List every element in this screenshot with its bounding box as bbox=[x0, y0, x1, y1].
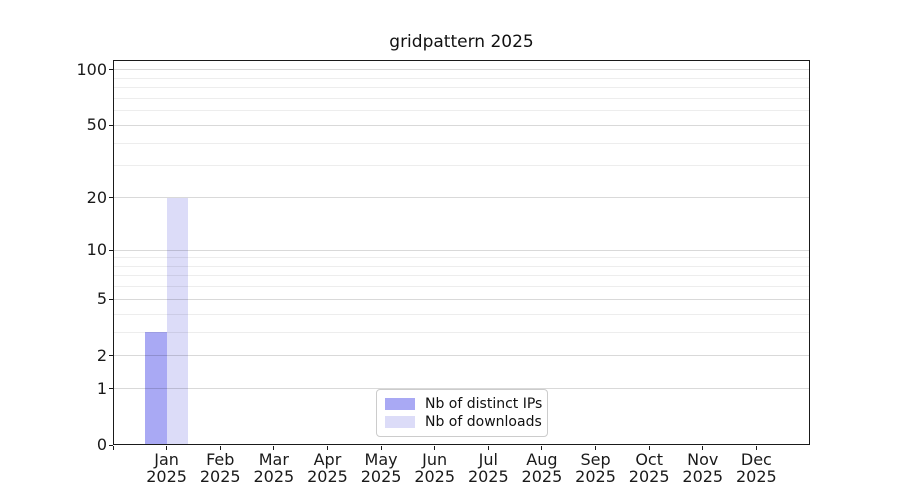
gridline-minor bbox=[113, 275, 810, 277]
y-tick-label: 20 bbox=[86, 187, 107, 207]
legend-entry-downloads: Nb of downloads bbox=[385, 414, 542, 430]
y-tick-mark bbox=[109, 355, 113, 357]
y-tick-label: 10 bbox=[86, 240, 107, 260]
x-tick-month: Dec bbox=[740, 450, 772, 469]
x-tick-mark bbox=[487, 446, 489, 450]
gridline-major bbox=[113, 197, 810, 198]
gridline-minor bbox=[113, 331, 810, 333]
x-tick-month: May bbox=[364, 450, 398, 469]
gridline-minor bbox=[113, 110, 810, 112]
plot-area-frame bbox=[113, 60, 810, 445]
x-tick-label: Mar 2025 bbox=[247, 451, 301, 485]
gridline-major bbox=[113, 355, 810, 357]
x-tick-label: Jun 2025 bbox=[408, 451, 462, 485]
y-tick-mark bbox=[109, 298, 113, 300]
gridline-minor bbox=[113, 77, 810, 79]
gridline-minor bbox=[113, 87, 810, 89]
x-tick-label: Dec 2025 bbox=[730, 451, 784, 485]
legend: Nb of distinct IPs Nb of downloads bbox=[376, 389, 548, 437]
legend-swatch-distinct-ips bbox=[385, 398, 415, 410]
x-tick-mark bbox=[434, 446, 436, 450]
x-tick-year: 2025 bbox=[628, 467, 670, 486]
x-tick-month: Jul bbox=[478, 450, 498, 469]
y-tick-mark bbox=[109, 249, 113, 251]
bar-nb-of-distinct-ips-jan bbox=[145, 332, 167, 445]
y-tick-mark bbox=[109, 124, 113, 126]
gridline-major bbox=[113, 69, 810, 71]
x-tick-label: Aug 2025 bbox=[515, 451, 569, 485]
x-tick-year: 2025 bbox=[414, 467, 456, 486]
y-tick-mark bbox=[109, 388, 113, 390]
x-tick-year: 2025 bbox=[682, 467, 724, 486]
x-tick-year: 2025 bbox=[521, 467, 563, 486]
x-tick-year: 2025 bbox=[575, 467, 616, 486]
x-tick-year: 2025 bbox=[307, 467, 348, 486]
y-tick-label: 5 bbox=[96, 289, 107, 309]
x-tick-label: Jul 2025 bbox=[462, 451, 516, 485]
x-tick-month: Aug bbox=[526, 450, 558, 469]
x-tick-year: 2025 bbox=[467, 467, 509, 486]
chart-title: gridpattern 2025 bbox=[389, 32, 534, 52]
x-tick-label: Oct 2025 bbox=[622, 451, 676, 485]
x-tick-month: Mar bbox=[258, 450, 289, 469]
x-tick-mark bbox=[595, 446, 597, 450]
x-tick-mark bbox=[380, 446, 382, 450]
gridline-minor bbox=[113, 265, 810, 267]
gridline-minor bbox=[113, 313, 810, 315]
x-tick-label: Apr 2025 bbox=[301, 451, 355, 485]
gridline-minor bbox=[113, 165, 810, 167]
x-tick-year: 2025 bbox=[360, 467, 402, 486]
x-tick-mark bbox=[273, 446, 275, 450]
x-tick-mark bbox=[541, 446, 543, 450]
x-tick-label: Feb 2025 bbox=[193, 451, 247, 485]
x-tick-month: Nov bbox=[687, 450, 719, 469]
y-tick-label: 2 bbox=[96, 345, 107, 365]
y-tick-mark bbox=[109, 69, 113, 71]
x-tick-mark bbox=[112, 446, 114, 450]
gridline-major bbox=[113, 298, 810, 300]
gridline-minor bbox=[113, 257, 810, 259]
x-tick-month: Feb bbox=[206, 450, 235, 469]
x-tick-mark bbox=[219, 446, 221, 450]
legend-label-distinct-ips: Nb of distinct IPs bbox=[425, 396, 543, 412]
y-tick-mark bbox=[109, 197, 113, 198]
y-tick-label: 100 bbox=[76, 59, 107, 79]
x-tick-month: Sep bbox=[580, 450, 611, 469]
x-tick-month: Jun bbox=[422, 450, 448, 469]
x-tick-label: Sep 2025 bbox=[569, 451, 623, 485]
gridline-major bbox=[113, 124, 810, 126]
x-tick-year: 2025 bbox=[253, 467, 295, 486]
gridline-minor bbox=[113, 286, 810, 288]
x-tick-mark bbox=[702, 446, 704, 450]
gridline-minor bbox=[113, 97, 810, 99]
y-tick-label: 50 bbox=[86, 115, 107, 135]
y-tick-label: 0 bbox=[96, 435, 107, 454]
x-tick-month: Apr bbox=[313, 450, 342, 469]
x-tick-label: Jan 2025 bbox=[140, 451, 194, 485]
bar-nb-of-downloads-jan bbox=[166, 197, 189, 445]
legend-entry-distinct-ips: Nb of distinct IPs bbox=[385, 396, 543, 412]
x-tick-label: Nov 2025 bbox=[676, 451, 730, 485]
legend-swatch-downloads bbox=[385, 416, 415, 428]
x-tick-label: May 2025 bbox=[354, 451, 408, 485]
gridline-major bbox=[113, 249, 810, 251]
x-tick-month: Jan bbox=[154, 450, 179, 469]
y-tick-label: 1 bbox=[96, 378, 107, 398]
x-tick-mark bbox=[755, 446, 757, 450]
gridline-minor bbox=[113, 142, 810, 144]
x-tick-year: 2025 bbox=[199, 467, 241, 486]
x-tick-month: Oct bbox=[635, 450, 663, 469]
x-tick-mark bbox=[326, 446, 328, 450]
x-tick-mark bbox=[648, 446, 650, 450]
x-tick-mark bbox=[166, 446, 168, 450]
legend-label-downloads: Nb of downloads bbox=[425, 414, 542, 430]
x-tick-year: 2025 bbox=[736, 467, 777, 486]
x-tick-year: 2025 bbox=[146, 467, 187, 486]
y-tick-mark bbox=[109, 444, 113, 446]
